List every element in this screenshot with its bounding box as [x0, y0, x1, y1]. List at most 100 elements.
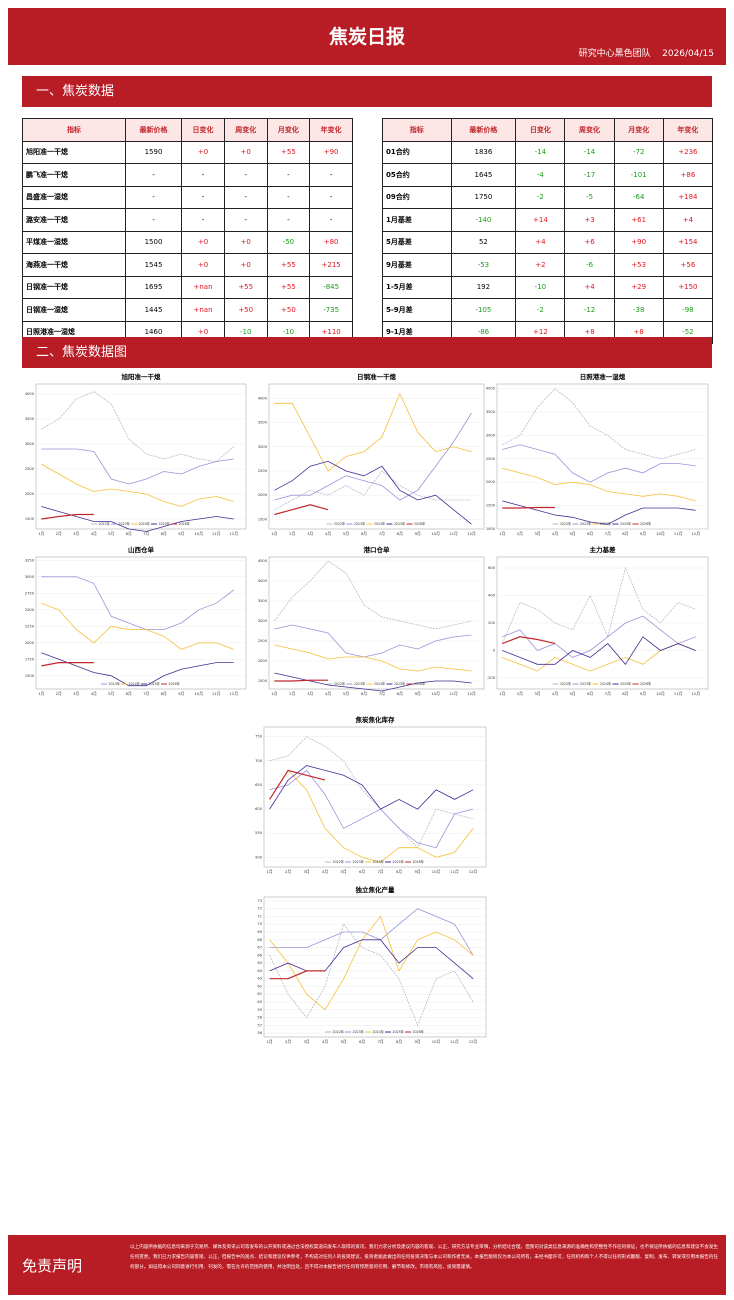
x-tick-label: 7月	[379, 531, 385, 536]
series-line	[269, 915, 474, 1011]
table-row: 1-5月差 192 -10 +4 +29 +150	[382, 275, 714, 299]
table-row: 5月基差 52 +4 +6 +90 +154	[382, 230, 714, 254]
legend-label: 2022年	[334, 681, 346, 686]
x-tick-label: 3月	[303, 869, 309, 874]
chart-title: 焦炭焦化库存	[355, 715, 396, 724]
x-tick-label: 6月	[126, 691, 132, 696]
indicator-cell: 昌盛准一湿熄	[22, 185, 126, 209]
value-cell: +86	[662, 163, 714, 187]
x-tick-label: 3月	[534, 531, 540, 536]
chart-title: 主力基差	[590, 545, 617, 554]
series-line	[269, 769, 474, 849]
indicator-cell: 鹏飞准一干熄	[22, 163, 126, 187]
x-tick-label: 4月	[325, 691, 331, 696]
x-tick-label: 4月	[91, 691, 97, 696]
value-cell: -	[266, 208, 311, 232]
y-tick-label: 400	[488, 594, 496, 598]
value-cell: +56	[662, 253, 714, 277]
value-cell: +4	[564, 275, 615, 299]
value-cell: +55	[266, 253, 311, 277]
x-tick-label: 2月	[517, 531, 523, 536]
x-tick-label: 1月	[499, 531, 505, 536]
y-tick-label: 4000	[258, 397, 268, 401]
x-tick-label: 10月	[656, 691, 665, 696]
value-cell: -2	[515, 298, 566, 322]
y-tick-label: 66	[257, 953, 262, 957]
legend-label: 2023年	[580, 681, 592, 686]
legend-label: 2023年	[119, 521, 131, 526]
x-tick-label: 11月	[674, 531, 683, 536]
x-tick-label: 7月	[379, 691, 385, 696]
value-cell: -2	[515, 185, 566, 209]
x-tick-label: 12月	[229, 691, 238, 696]
x-tick-label: 3月	[307, 531, 313, 536]
y-tick-label: 2000	[258, 659, 268, 663]
legend-label: 2025年	[393, 1029, 405, 1034]
table-row: 01合约 1836 -14 -14 -72 +236	[382, 140, 714, 164]
x-tick-label: 2月	[285, 1039, 291, 1044]
y-tick-label: 650	[255, 783, 263, 787]
value-cell: -72	[613, 140, 664, 164]
y-tick-label: 3250	[25, 558, 35, 562]
chart-title: 日照港准一湿熄	[580, 372, 626, 381]
table-row: 昌盛准一湿熄 - - - - -	[22, 185, 353, 209]
x-tick-label: 3月	[73, 531, 79, 536]
x-tick-label: 4月	[322, 1039, 328, 1044]
y-tick-label: -200	[487, 676, 496, 680]
x-tick-label: 1月	[266, 1039, 272, 1044]
value-cell: 1545	[124, 253, 183, 277]
report-title: 焦炭日报	[328, 26, 405, 48]
x-tick-label: 8月	[622, 691, 628, 696]
table-row: 日钢准一湿熄 1445 +nan +50 +50 -735	[22, 298, 353, 322]
y-tick-label: 57	[257, 1023, 262, 1027]
value-cell: -14	[564, 140, 615, 164]
value-cell: -	[266, 163, 311, 187]
legend-label: 2023年	[580, 521, 592, 526]
header-cell: 指标	[22, 118, 126, 142]
x-tick-label: 11月	[450, 869, 459, 874]
x-tick-label: 1月	[38, 531, 44, 536]
y-tick-label: 56	[257, 1031, 262, 1035]
table-row: 05合约 1645 -4 -17 -101 +86	[382, 163, 714, 187]
series-line	[274, 412, 472, 501]
x-tick-label: 7月	[377, 1039, 383, 1044]
y-tick-label: 2000	[25, 492, 35, 496]
table-row: 平煤准一湿熄 1500 +0 +0 -50 +80	[22, 230, 353, 254]
x-tick-label: 2月	[285, 869, 291, 874]
x-tick-label: 7月	[143, 531, 149, 536]
value-cell: 52	[450, 230, 517, 254]
value-cell: +29	[613, 275, 664, 299]
y-tick-label: 200	[488, 621, 496, 625]
x-tick-label: 2月	[289, 531, 295, 536]
x-tick-label: 9月	[415, 531, 421, 536]
series-line	[269, 769, 474, 863]
value-cell: +215	[309, 253, 353, 277]
x-tick-label: 5月	[569, 691, 575, 696]
y-tick-label: 600	[488, 566, 496, 570]
x-tick-label: 12月	[467, 531, 476, 536]
y-tick-label: 4000	[25, 392, 35, 396]
series-line	[269, 769, 326, 800]
chart-title: 旭阳准一干熄	[121, 372, 162, 381]
y-tick-label: 4000	[486, 387, 496, 391]
y-tick-label: 1500	[25, 517, 35, 521]
plot-area	[263, 896, 487, 1038]
header-cell: 指标	[382, 118, 452, 142]
table-header-row: 指标 最新价格 日变化 周变化 月变化 年变化	[382, 118, 714, 142]
chart-title: 山西仓单	[128, 545, 155, 554]
y-tick-label: 3000	[258, 445, 268, 449]
series-line	[502, 444, 696, 483]
indicator-cell: 5-9月差	[382, 298, 452, 322]
value-cell: +150	[662, 275, 714, 299]
indicator-cell: 05合约	[382, 163, 452, 187]
section-title: 二、焦炭数据图	[36, 345, 128, 360]
x-tick-label: 4月	[552, 691, 558, 696]
legend-label: 2023年	[353, 859, 365, 864]
header-cell: 日变化	[181, 118, 225, 142]
value-cell: +50	[266, 298, 311, 322]
series-line	[274, 560, 472, 630]
series-line	[274, 644, 472, 672]
value-cell: -12	[564, 298, 615, 322]
disclaimer: 免责声明 以上内容所依据的信息均来源于交易所、媒体及资讯公司等发布的公开资料或通…	[8, 1235, 726, 1295]
x-tick-label: 9月	[640, 531, 646, 536]
